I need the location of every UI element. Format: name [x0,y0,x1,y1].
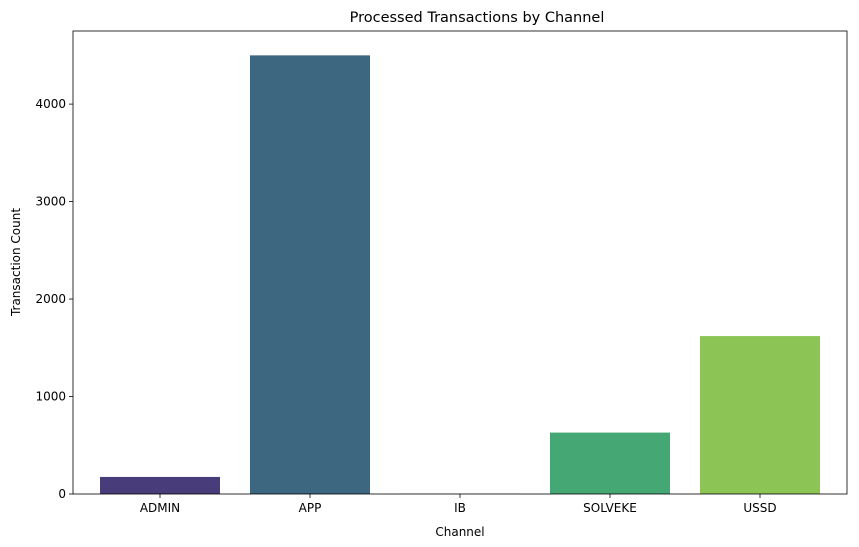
x-axis-ticks: ADMIN APP IB SOLVEKE USSD [140,494,777,515]
y-tick-label: 2000 [35,292,66,306]
x-tick-label: SOLVEKE [583,501,637,515]
y-tick-label: 4000 [35,97,66,111]
x-tick-label: APP [299,501,322,515]
bar-app [250,55,370,495]
y-axis-label: Transaction Count [9,208,23,317]
y-tick-label: 3000 [35,195,66,209]
x-tick-label: ADMIN [140,501,180,515]
bars-group [100,55,820,495]
y-tick-label: 1000 [35,390,66,404]
bar-ussd [700,336,820,494]
x-tick-label: IB [454,501,466,515]
y-axis-ticks: 0 1000 2000 3000 4000 [35,97,73,501]
chart-title: Processed Transactions by Channel [350,10,605,26]
y-tick-label: 0 [58,487,66,501]
bar-solveke [550,432,670,494]
x-tick-label: USSD [743,501,776,515]
x-axis-label: Channel [435,525,484,539]
bar-admin [100,476,220,494]
